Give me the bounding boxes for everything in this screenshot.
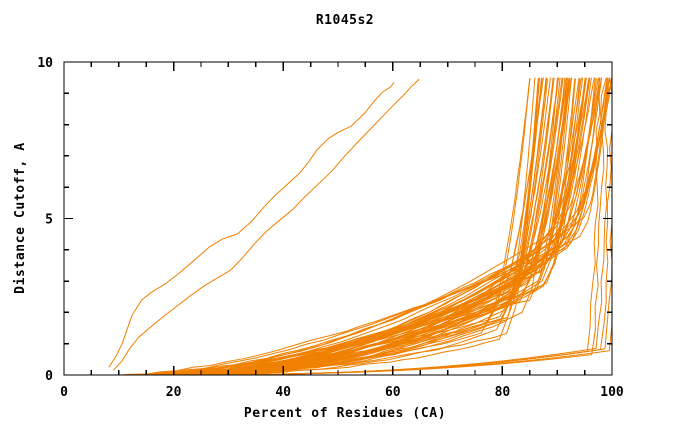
y-axis-title: Distance Cutoff, A: [13, 142, 28, 294]
curve-line: [128, 77, 586, 375]
curve-line-outlier-1: [108, 82, 395, 368]
curve-line: [144, 77, 609, 376]
x-axis-title: Percent of Residues (CA): [244, 406, 446, 421]
x-tick-label: 0: [60, 385, 68, 400]
curve-line: [143, 77, 590, 376]
curve-line: [149, 77, 567, 376]
axes-layer: 0 20 40 60 80 100 0 5 10: [37, 56, 624, 400]
curve-line: [128, 77, 612, 376]
curve-line: [139, 78, 539, 376]
curve-line: [126, 78, 608, 376]
x-tick-label: 60: [385, 385, 401, 400]
x-tick-label: 20: [166, 385, 182, 400]
x-tick-label: 100: [600, 385, 624, 400]
curve-series-layer: [108, 77, 613, 376]
curve-line: [126, 77, 603, 376]
curve-line: [145, 78, 568, 376]
curve-line: [148, 78, 581, 376]
y-tick-label: 10: [37, 56, 53, 71]
curve-line: [132, 77, 555, 376]
curve-line: [123, 77, 590, 376]
x-tick-label: 80: [495, 385, 511, 400]
y-tick-label: 0: [45, 369, 53, 384]
curve-line: [126, 77, 540, 376]
curve-line: [147, 77, 544, 376]
curve-line: [134, 78, 586, 376]
curve-line: [127, 77, 555, 376]
curve-line: [144, 77, 609, 376]
curve-line: [132, 77, 548, 376]
curve-line: [146, 78, 571, 376]
x-tick-label: 40: [275, 385, 291, 400]
curve-line: [126, 77, 564, 376]
curve-line: [142, 77, 599, 376]
curve-line: [157, 77, 601, 376]
curve-line: [143, 77, 582, 376]
curve-line-outlier-2: [112, 78, 420, 371]
curve-line: [149, 77, 601, 376]
curve-line: [133, 77, 554, 376]
curve-line: [146, 77, 551, 376]
curve-line: [129, 77, 583, 376]
curve-line: [148, 78, 568, 376]
y-tick-label: 5: [45, 213, 53, 228]
page-title: R1045s2: [316, 13, 374, 28]
